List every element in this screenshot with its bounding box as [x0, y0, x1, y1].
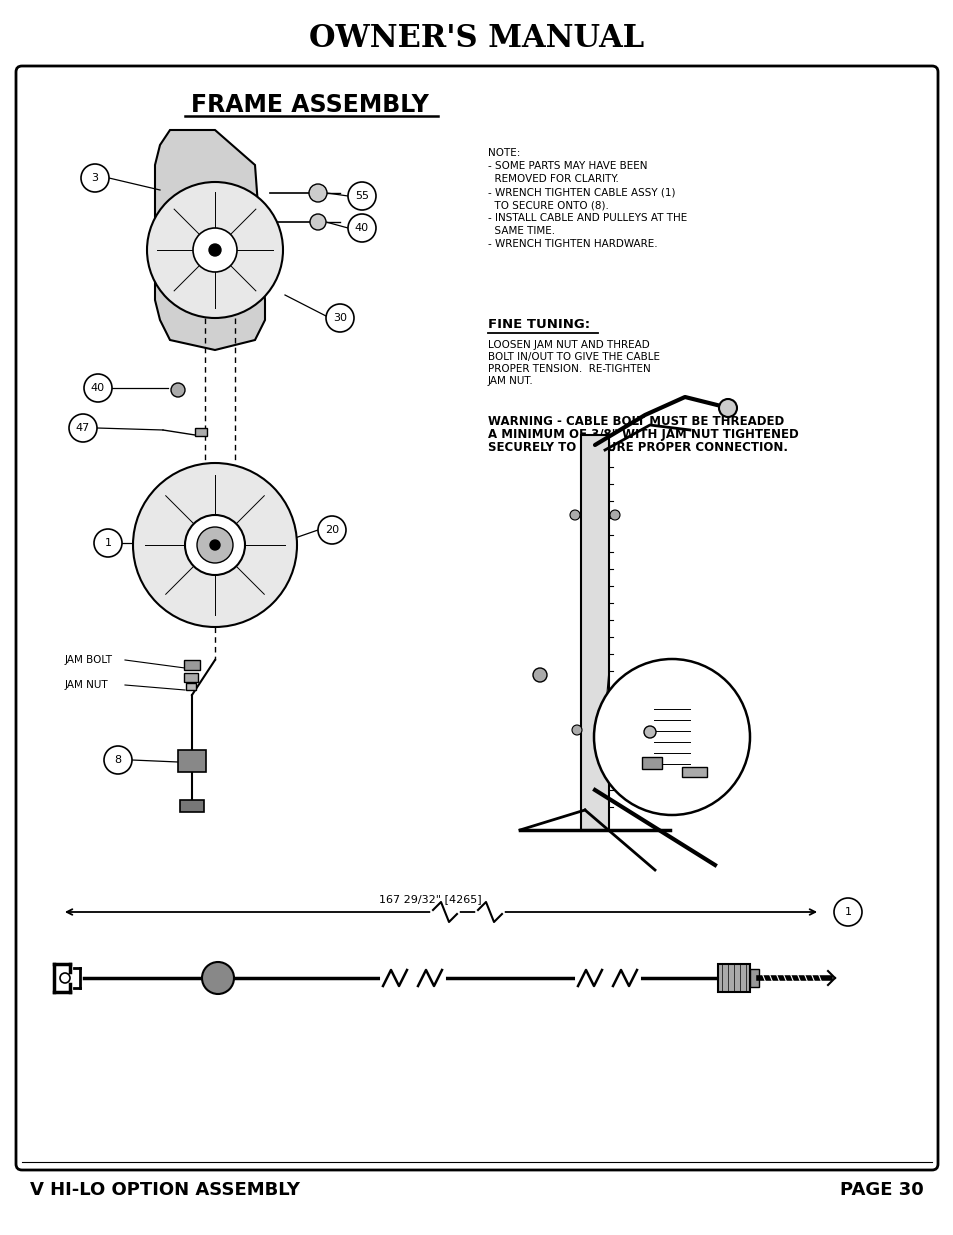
Text: 40: 40: [91, 383, 105, 393]
Circle shape: [104, 746, 132, 774]
Bar: [641, 757, 661, 769]
Text: - WRENCH TIGHTEN CABLE ASSY (1): - WRENCH TIGHTEN CABLE ASSY (1): [488, 186, 675, 198]
Circle shape: [147, 182, 283, 317]
Bar: [178, 750, 206, 772]
Circle shape: [310, 214, 326, 230]
Polygon shape: [154, 130, 265, 350]
Bar: [180, 800, 204, 811]
Circle shape: [209, 245, 221, 256]
Text: FINE TUNING:: FINE TUNING:: [488, 317, 590, 331]
Text: - INSTALL CABLE AND PULLEYS AT THE: - INSTALL CABLE AND PULLEYS AT THE: [488, 212, 686, 224]
Circle shape: [572, 725, 581, 735]
Text: JAM BOLT: JAM BOLT: [65, 655, 112, 664]
Text: 55: 55: [355, 191, 369, 201]
Circle shape: [317, 516, 346, 543]
Circle shape: [185, 515, 245, 576]
Circle shape: [171, 383, 185, 396]
Circle shape: [348, 214, 375, 242]
Text: 8: 8: [114, 755, 121, 764]
Bar: [718, 965, 749, 992]
Bar: [194, 429, 207, 436]
Text: LOOSEN JAM NUT AND THREAD: LOOSEN JAM NUT AND THREAD: [488, 340, 649, 350]
Bar: [184, 673, 198, 682]
Circle shape: [196, 527, 233, 563]
Text: SAME TIME.: SAME TIME.: [488, 226, 555, 236]
Text: FRAME ASSEMBLY: FRAME ASSEMBLY: [191, 93, 429, 117]
Circle shape: [833, 898, 862, 926]
Text: 47: 47: [76, 424, 90, 433]
Circle shape: [348, 182, 375, 210]
Circle shape: [69, 414, 97, 442]
Bar: [184, 659, 200, 671]
Circle shape: [609, 510, 619, 520]
Bar: [580, 435, 608, 830]
Text: 20: 20: [325, 525, 338, 535]
Text: 1: 1: [843, 906, 851, 918]
Circle shape: [643, 726, 656, 739]
Text: WARNING - CABLE BOLT MUST BE THREADED: WARNING - CABLE BOLT MUST BE THREADED: [488, 415, 783, 429]
Text: 30: 30: [333, 312, 347, 324]
Circle shape: [84, 374, 112, 403]
Circle shape: [210, 540, 220, 550]
FancyBboxPatch shape: [16, 65, 937, 1170]
Text: 40: 40: [355, 224, 369, 233]
Text: - WRENCH TIGHTEN HARDWARE.: - WRENCH TIGHTEN HARDWARE.: [488, 240, 657, 249]
Text: PAGE 30: PAGE 30: [840, 1181, 923, 1199]
Text: 167 29/32" [4265]: 167 29/32" [4265]: [378, 894, 481, 904]
Bar: [186, 683, 195, 690]
Bar: [681, 767, 706, 777]
Text: A MINIMUM OF 3/8" WITH JAM NUT TIGHTENED: A MINIMUM OF 3/8" WITH JAM NUT TIGHTENED: [488, 429, 798, 441]
Bar: [749, 969, 759, 987]
Circle shape: [309, 184, 327, 203]
Circle shape: [607, 725, 618, 735]
Text: V HI-LO OPTION ASSEMBLY: V HI-LO OPTION ASSEMBLY: [30, 1181, 299, 1199]
Text: SECURELY TO ENSURE PROPER CONNECTION.: SECURELY TO ENSURE PROPER CONNECTION.: [488, 441, 787, 454]
Circle shape: [132, 463, 296, 627]
Text: NOTE:: NOTE:: [488, 148, 519, 158]
Circle shape: [719, 399, 737, 417]
Circle shape: [94, 529, 122, 557]
Text: 3: 3: [91, 173, 98, 183]
Text: JAM NUT.: JAM NUT.: [488, 375, 533, 387]
Text: BOLT IN/OUT TO GIVE THE CABLE: BOLT IN/OUT TO GIVE THE CABLE: [488, 352, 659, 362]
Text: JAM NUT: JAM NUT: [65, 680, 109, 690]
Circle shape: [60, 973, 70, 983]
Circle shape: [326, 304, 354, 332]
Circle shape: [81, 164, 109, 191]
Text: PROPER TENSION.  RE-TIGHTEN: PROPER TENSION. RE-TIGHTEN: [488, 364, 650, 374]
Text: 1: 1: [105, 538, 112, 548]
Text: OWNER'S MANUAL: OWNER'S MANUAL: [309, 22, 644, 53]
Circle shape: [569, 510, 579, 520]
Text: REMOVED FOR CLARITY.: REMOVED FOR CLARITY.: [488, 174, 618, 184]
Circle shape: [594, 659, 749, 815]
Text: - SOME PARTS MAY HAVE BEEN: - SOME PARTS MAY HAVE BEEN: [488, 161, 647, 170]
Text: TO SECURE ONTO (8).: TO SECURE ONTO (8).: [488, 200, 608, 210]
Circle shape: [533, 668, 546, 682]
Circle shape: [202, 962, 233, 994]
Circle shape: [193, 228, 236, 272]
